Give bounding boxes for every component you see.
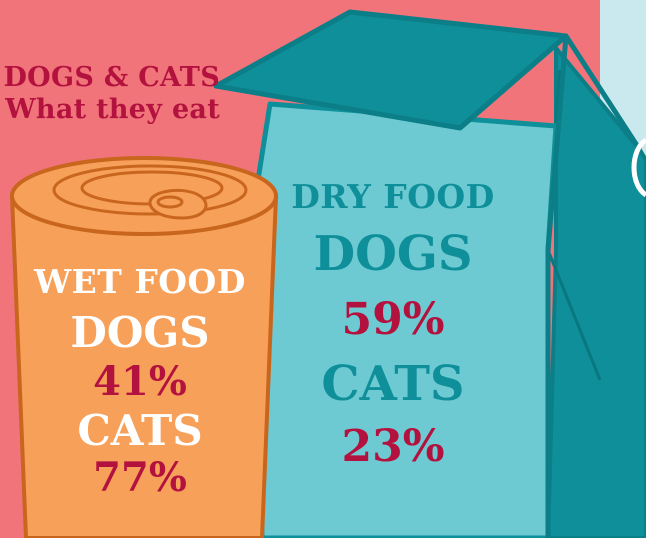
wet-food-dogs-percent: 41% [93,358,187,405]
can-lid-ring-outer [52,164,248,216]
dry-food-cats-label: CATS [321,356,465,412]
dry-food-dogs-label: DOGS [313,226,473,282]
wet-food-cats-percent: 77% [93,454,187,501]
title-line-1: DOGS & CATS [3,62,220,93]
wet-food-heading: WET FOOD [34,262,246,301]
wet-food-dogs-label: DOGS [70,308,210,357]
bag-side-edge [545,35,569,538]
wet-food-cats-label: CATS [77,406,203,455]
dry-food-bag-icon [213,9,646,538]
dry-food-heading: DRY FOOD [291,177,495,216]
can-lid [10,156,278,236]
wet-food-can-icon [10,156,278,538]
can-pull-tab-hole [156,195,184,209]
title-line-2: What they eat [5,94,220,125]
dry-food-cats-percent: 23% [341,421,445,472]
dry-food-dogs-percent: 59% [341,294,445,345]
page-title: DOGS & CATS What they eat [0,62,220,126]
bag-handle-curl [631,137,646,198]
